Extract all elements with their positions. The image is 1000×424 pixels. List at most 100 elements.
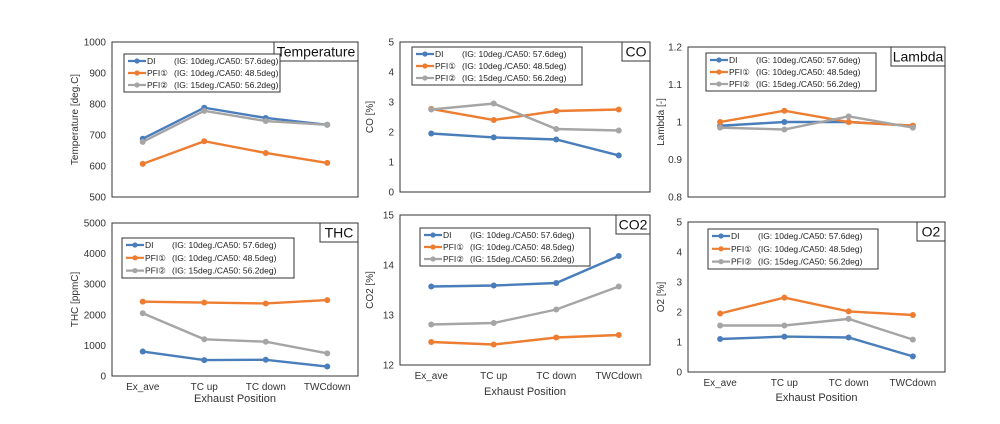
legend-series-name: PFI② <box>145 266 166 276</box>
data-point-pfi1 <box>324 297 331 304</box>
x-tick-label: TC up <box>771 378 799 389</box>
legend-series-detail: (IG: 10deg./CA50: 57.6deg) <box>470 230 575 240</box>
legend-series-detail: (IG: 10deg./CA50: 48.5deg) <box>756 67 861 77</box>
legend-marker <box>716 57 722 63</box>
data-point-pfi1 <box>781 294 788 301</box>
data-point-pfi1 <box>553 108 560 114</box>
legend-series-detail: (IG: 10deg./CA50: 48.5deg) <box>462 61 567 71</box>
x-tick-label: TC up <box>480 371 508 382</box>
y-tick-label: 3 <box>388 98 394 109</box>
chart-3: 0 1000 2000 3000 4000 5000 Ex_ave TC up TC down T… <box>70 219 359 405</box>
x-tick-label: TC up <box>191 382 219 393</box>
legend-series-name: PFI② <box>443 254 464 264</box>
title-box <box>621 41 651 62</box>
legend-series-detail: (IG: 10deg./CA50: 48.5deg) <box>758 244 863 254</box>
data-point-pfi2 <box>139 138 146 145</box>
data-point-pfi2 <box>717 124 724 131</box>
data-point-di <box>615 152 622 159</box>
series-line-pfi2 <box>431 285 620 326</box>
data-point-pfi2 <box>262 118 269 125</box>
data-point-pfi1 <box>909 312 916 318</box>
chart-0: 500 600 700 800 900 1000 Temperature [deg.C] Te… <box>70 38 359 204</box>
series-line-di <box>431 254 620 288</box>
legend-series-name: PFI② <box>435 73 456 83</box>
y-axis-label: Temperature [deg.C] <box>70 74 81 165</box>
data-point-pfi2 <box>201 336 208 343</box>
y-axis-label: THC [ppmC] <box>70 271 81 327</box>
x-tick-label: TWCdown <box>304 382 351 393</box>
legend-box <box>419 227 591 267</box>
plot-frame <box>399 214 651 366</box>
y-tick-label: 5 <box>388 38 394 49</box>
series-line-di <box>431 132 620 157</box>
chart-4: 12 13 14 15 Ex_ave TC up TC down TWCdown CO2 [%]… <box>365 211 651 398</box>
y-tick-label: 0 <box>676 368 682 379</box>
legend-series-detail: (IG: 10deg./CA50: 57.6deg) <box>172 240 277 250</box>
data-point-pfi1 <box>615 106 622 113</box>
legend-marker <box>716 69 722 75</box>
x-tick-label: TC down <box>829 378 869 389</box>
legend-marker <box>430 256 436 262</box>
series-line-pfi2 <box>720 317 914 341</box>
y-tick-label: 2000 <box>84 310 107 321</box>
data-point-pfi1 <box>845 119 852 125</box>
plot-frame <box>111 222 359 377</box>
data-point-di <box>324 363 331 370</box>
legend-marker <box>430 244 436 250</box>
chart-title: Lambda <box>893 49 944 65</box>
data-point-pfi2 <box>490 320 497 326</box>
chart-title: CO <box>626 44 647 60</box>
series-line-di <box>720 335 914 358</box>
data-point-di <box>139 348 146 355</box>
data-point-pfi1 <box>490 117 497 123</box>
y-tick-label: 4 <box>676 248 682 259</box>
legend-series-detail: (IG: 15deg./CA50: 56.2deg) <box>758 257 863 267</box>
data-point-pfi2 <box>553 306 560 313</box>
title-box <box>273 41 359 62</box>
x-tick-label: Ex_ave <box>703 378 737 389</box>
y-tick-label: 700 <box>89 131 106 142</box>
y-tick-label: 4000 <box>84 249 107 260</box>
y-tick-label: 5 <box>676 218 682 229</box>
data-point-pfi1 <box>139 160 146 167</box>
y-tick-label: 1.1 <box>668 80 682 91</box>
data-point-di <box>262 356 269 363</box>
chart-title: Temperature <box>277 44 356 60</box>
data-point-di <box>781 119 788 125</box>
legend-series-detail: (IG: 10deg./CA50: 57.6deg) <box>756 55 861 65</box>
y-tick-label: 4 <box>388 68 394 79</box>
legend-series-detail: (IG: 10deg./CA50: 57.6deg) <box>758 231 863 241</box>
data-point-pfi2 <box>845 315 852 322</box>
y-tick-label: 0 <box>388 188 394 199</box>
legend-series-detail: (IG: 10deg./CA50: 48.5deg) <box>470 242 575 252</box>
data-point-di <box>781 333 788 340</box>
legend-series-name: PFI① <box>731 244 752 254</box>
series-line-pfi2 <box>431 102 619 132</box>
data-point-pfi1 <box>324 159 331 166</box>
data-point-pfi1 <box>428 339 435 345</box>
data-point-pfi1 <box>139 298 146 305</box>
title-box <box>890 46 946 67</box>
legend-series-detail: (IG: 15deg./CA50: 56.2deg) <box>470 254 575 264</box>
y-tick-label: 5000 <box>84 219 107 230</box>
legend-series-detail: (IG: 10deg./CA50: 57.6deg) <box>174 56 279 66</box>
legend-series-name: DI <box>145 240 154 250</box>
data-point-di <box>428 130 435 137</box>
y-tick-label: 1 <box>676 338 682 349</box>
data-point-pfi1 <box>490 341 497 348</box>
data-point-di <box>553 280 560 286</box>
legend-series-name: PFI② <box>147 80 168 90</box>
data-point-pfi1 <box>262 300 269 307</box>
data-point-pfi1 <box>615 332 622 338</box>
legend-series-name: PFI① <box>435 61 456 71</box>
y-tick-label: 0.8 <box>668 193 682 204</box>
y-tick-label: 3 <box>676 278 682 289</box>
y-tick-label: 1 <box>388 158 394 169</box>
legend-marker <box>718 246 724 252</box>
y-tick-label: 13 <box>383 311 395 322</box>
legend-series-detail: (IG: 15deg./CA50: 56.2deg) <box>462 73 567 83</box>
y-tick-label: 0 <box>100 372 106 383</box>
data-point-pfi2 <box>324 121 331 128</box>
data-point-di <box>201 357 208 364</box>
plot-frame <box>399 41 651 193</box>
